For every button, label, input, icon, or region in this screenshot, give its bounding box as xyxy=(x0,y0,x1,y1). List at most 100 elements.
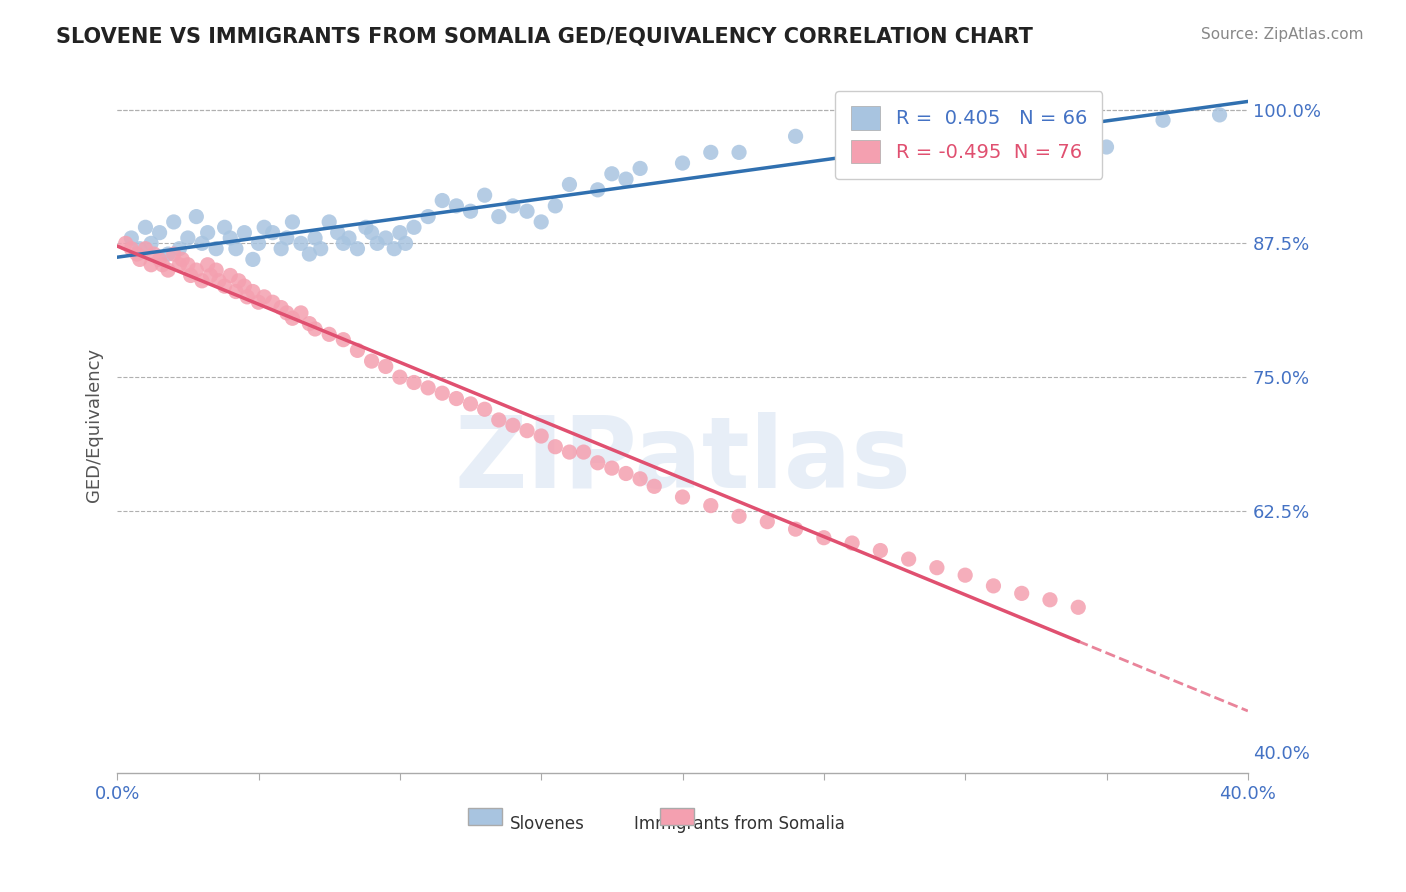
Point xyxy=(242,252,264,267)
Point xyxy=(416,381,439,395)
Point xyxy=(177,258,200,272)
Legend: R =  0.405   N = 66, R = -0.495  N = 76: R = 0.405 N = 66, R = -0.495 N = 76 xyxy=(835,91,1102,179)
Point xyxy=(813,531,835,545)
Point xyxy=(544,199,567,213)
Point xyxy=(897,135,920,149)
Text: ZIPatlas: ZIPatlas xyxy=(454,411,911,508)
Point xyxy=(346,242,368,256)
Point xyxy=(474,188,496,202)
Point xyxy=(276,231,298,245)
Point xyxy=(191,236,214,251)
Point xyxy=(516,204,538,219)
Point xyxy=(671,490,693,504)
Point xyxy=(186,263,208,277)
Point xyxy=(332,333,354,347)
Point xyxy=(402,220,425,235)
Point xyxy=(128,242,150,256)
Point xyxy=(152,258,174,272)
Point xyxy=(318,215,340,229)
Point xyxy=(242,285,264,299)
Point xyxy=(394,236,416,251)
Point xyxy=(354,220,377,235)
Point xyxy=(785,129,807,144)
Point xyxy=(841,124,863,138)
Point xyxy=(953,568,976,582)
Point xyxy=(247,236,270,251)
Point xyxy=(225,242,247,256)
Point xyxy=(247,295,270,310)
Point xyxy=(134,242,156,256)
Point xyxy=(756,515,779,529)
Point xyxy=(253,220,276,235)
Point xyxy=(205,263,228,277)
Point xyxy=(628,472,651,486)
Point xyxy=(197,226,219,240)
Point xyxy=(214,220,236,235)
Point xyxy=(1039,592,1062,607)
Point xyxy=(139,258,162,272)
Point xyxy=(572,445,595,459)
Point xyxy=(488,413,510,427)
Point xyxy=(200,268,222,283)
Point xyxy=(614,172,637,186)
Point xyxy=(149,226,172,240)
Point xyxy=(530,215,553,229)
Point xyxy=(897,552,920,566)
FancyBboxPatch shape xyxy=(468,808,502,825)
Point xyxy=(233,279,256,293)
Point xyxy=(558,178,581,192)
Point xyxy=(460,204,482,219)
Point xyxy=(281,215,304,229)
Point xyxy=(186,210,208,224)
Point xyxy=(374,231,396,245)
Point xyxy=(544,440,567,454)
Point xyxy=(326,226,349,240)
Point xyxy=(262,226,284,240)
Point xyxy=(197,258,219,272)
Point xyxy=(134,220,156,235)
Point xyxy=(172,252,194,267)
Point xyxy=(446,199,468,213)
Point xyxy=(219,231,242,245)
Point xyxy=(869,543,891,558)
Point xyxy=(1208,108,1230,122)
Point xyxy=(416,210,439,224)
Text: SLOVENE VS IMMIGRANTS FROM SOMALIA GED/EQUIVALENCY CORRELATION CHART: SLOVENE VS IMMIGRANTS FROM SOMALIA GED/E… xyxy=(56,27,1033,46)
Point xyxy=(214,279,236,293)
Point xyxy=(276,306,298,320)
Point xyxy=(402,376,425,390)
Point xyxy=(208,274,231,288)
Point xyxy=(700,499,723,513)
Point xyxy=(600,167,623,181)
Point xyxy=(841,536,863,550)
Point xyxy=(530,429,553,443)
Point xyxy=(157,247,180,261)
Point xyxy=(1067,600,1090,615)
Point xyxy=(298,317,321,331)
Point xyxy=(253,290,276,304)
Point xyxy=(953,119,976,133)
Point xyxy=(586,183,609,197)
Point xyxy=(516,424,538,438)
Point xyxy=(628,161,651,176)
Point xyxy=(388,226,411,240)
Point xyxy=(225,285,247,299)
Point xyxy=(270,301,292,315)
Text: Immigrants from Somalia: Immigrants from Somalia xyxy=(634,815,845,833)
Point xyxy=(128,252,150,267)
Point xyxy=(1095,140,1118,154)
Point xyxy=(236,290,259,304)
Point xyxy=(1011,586,1033,600)
Text: Slovenes: Slovenes xyxy=(509,815,585,833)
Point xyxy=(614,467,637,481)
Point xyxy=(382,242,405,256)
Point xyxy=(219,268,242,283)
Point xyxy=(304,322,326,336)
Point xyxy=(281,311,304,326)
Point xyxy=(298,247,321,261)
Point xyxy=(233,226,256,240)
Point xyxy=(432,194,454,208)
Point xyxy=(157,263,180,277)
Point xyxy=(262,295,284,310)
Point xyxy=(728,509,751,524)
